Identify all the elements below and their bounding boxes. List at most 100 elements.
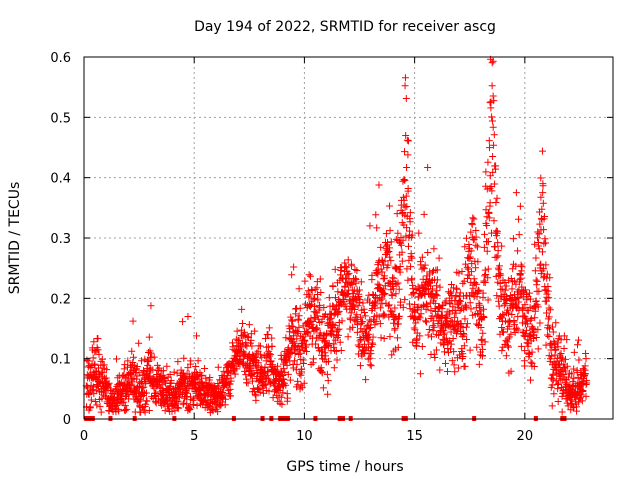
data-point: [283, 361, 291, 369]
data-point: [581, 370, 589, 378]
data-point: [362, 376, 370, 384]
data-point: [483, 222, 491, 230]
data-point: [247, 336, 255, 344]
data-point: [492, 199, 500, 207]
data-point: [271, 380, 279, 388]
data-point: [487, 104, 495, 112]
data-point: [368, 271, 376, 279]
data-point: [400, 175, 408, 183]
data-point: [421, 317, 429, 325]
data-point: [402, 232, 410, 240]
data-point: [406, 227, 414, 235]
data-point: [475, 287, 483, 295]
data-point: [141, 408, 149, 416]
data-point: [582, 355, 590, 363]
data-point: [403, 136, 411, 144]
data-point: [561, 355, 569, 363]
data-point: [290, 357, 298, 365]
data-point: [431, 353, 439, 361]
data-point: [264, 331, 272, 339]
data-point: [485, 144, 493, 152]
data-point: [384, 302, 392, 310]
data-point: [535, 287, 543, 295]
data-point: [394, 229, 402, 237]
data-point: [553, 339, 561, 347]
data-point: [309, 355, 317, 363]
data-point: [424, 331, 432, 339]
data-point: [462, 323, 470, 331]
chart-title: Day 194 of 2022, SRMTID for receiver asc…: [194, 19, 496, 35]
data-point: [348, 262, 356, 270]
data-point: [479, 293, 487, 301]
data-point: [403, 163, 411, 171]
data-point: [433, 266, 441, 274]
data-point: [530, 363, 538, 371]
data-point: [473, 343, 481, 351]
data-point: [410, 324, 418, 332]
data-point: [91, 360, 99, 368]
data-point: [412, 319, 420, 327]
data-point: [583, 379, 591, 387]
data-point: [351, 266, 359, 274]
data-point: [568, 370, 576, 378]
data-point: [239, 358, 247, 366]
data-point: [543, 293, 551, 301]
plot-frame: [83, 56, 614, 420]
data-point: [356, 362, 364, 370]
data-point: [442, 359, 449, 367]
data-point: [163, 362, 171, 370]
data-point: [507, 330, 515, 338]
data-point: [534, 303, 542, 311]
data-point: [438, 305, 446, 313]
data-point: [511, 277, 519, 285]
data-point: [233, 327, 241, 335]
data-point: [489, 123, 497, 131]
data-point: [415, 229, 423, 237]
data-point: [385, 301, 393, 309]
data-point: [376, 320, 384, 328]
data-point: [401, 296, 409, 304]
data-point: [312, 340, 320, 348]
data-point: [443, 315, 451, 323]
data-point: [251, 327, 259, 335]
data-point: [542, 239, 550, 247]
data-point: [168, 407, 176, 415]
data-point: [375, 258, 383, 266]
data-point: [103, 366, 111, 374]
data-point: [284, 394, 292, 402]
data-point: [335, 307, 343, 315]
data-point: [143, 397, 151, 405]
data-point: [314, 296, 322, 304]
data-point: [565, 373, 573, 381]
data-point: [344, 271, 352, 279]
data-point: [366, 222, 374, 230]
data-point: [342, 264, 350, 272]
data-point: [481, 230, 489, 238]
data-point: [93, 381, 101, 389]
data-point: [480, 243, 488, 251]
data-point: [546, 274, 554, 282]
data-point: [261, 381, 269, 389]
data-point: [484, 237, 492, 245]
data-point: [479, 352, 487, 360]
data-point: [499, 310, 507, 318]
data-point: [515, 231, 523, 239]
data-point: [532, 334, 540, 342]
data-point: [311, 294, 319, 302]
data-point: [488, 59, 496, 67]
data-point: [434, 307, 442, 315]
data-point: [371, 321, 379, 329]
data-point: [408, 275, 416, 283]
data-point: [512, 262, 520, 270]
data-point: [353, 267, 361, 275]
data-point: [424, 249, 432, 257]
data-point: [388, 351, 396, 359]
data-point: [256, 342, 264, 350]
data-point: [385, 247, 393, 255]
data-point: [107, 386, 115, 394]
data-point: [377, 243, 385, 251]
data-point: [186, 402, 194, 410]
data-point: [496, 270, 504, 278]
data-point: [545, 313, 553, 321]
data-point: [541, 286, 549, 294]
